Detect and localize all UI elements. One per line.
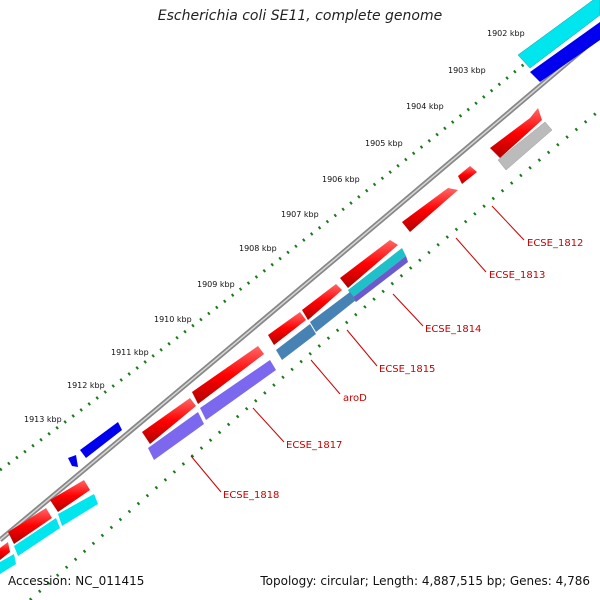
gene-label: ECSE_1812 [527, 238, 583, 249]
tick-label: 1904 kbp [406, 102, 444, 111]
outer-tick-track [0, 8, 591, 472]
cds-track [0, 121, 553, 574]
tick-label: 1905 kbp [365, 139, 403, 148]
reverse-genes [68, 422, 122, 467]
tick-label: 1903 kbp [448, 66, 486, 75]
tick-label: 1912 kbp [67, 381, 105, 390]
gene-labels: ECSE_1812 ECSE_1813 ECSE_1814 ECSE_1815 … [223, 238, 583, 501]
page-title: Escherichia coli SE11, complete genome [157, 8, 443, 24]
accession-text: Accession: NC_011415 [8, 574, 145, 588]
tick-label: 1907 kbp [281, 210, 319, 219]
tick-label: 1902 kbp [487, 29, 525, 38]
gene-label: ECSE_1818 [223, 490, 279, 501]
genome-summary-text: Topology: circular; Length: 4,887,515 bp… [260, 574, 590, 588]
tick-label: 1908 kbp [239, 244, 277, 253]
gene-label: ECSE_1813 [489, 270, 545, 281]
tick-label: 1911 kbp [111, 348, 149, 357]
gene-label: ECSE_1815 [379, 364, 435, 375]
tick-labels: 1902 kbp 1903 kbp 1904 kbp 1905 kbp 1906… [24, 29, 525, 424]
gene-label: ECSE_1817 [286, 440, 342, 451]
tick-label: 1910 kbp [154, 315, 192, 324]
forward-genes [0, 108, 542, 560]
gene-label: ECSE_1814 [425, 324, 481, 335]
leader-lines [190, 205, 525, 493]
tick-label: 1906 kbp [322, 175, 360, 184]
tick-label: 1909 kbp [197, 280, 235, 289]
tick-label: 1913 kbp [24, 415, 62, 424]
feature-top-right [517, 0, 600, 82]
gene-label: aroD [343, 393, 367, 404]
